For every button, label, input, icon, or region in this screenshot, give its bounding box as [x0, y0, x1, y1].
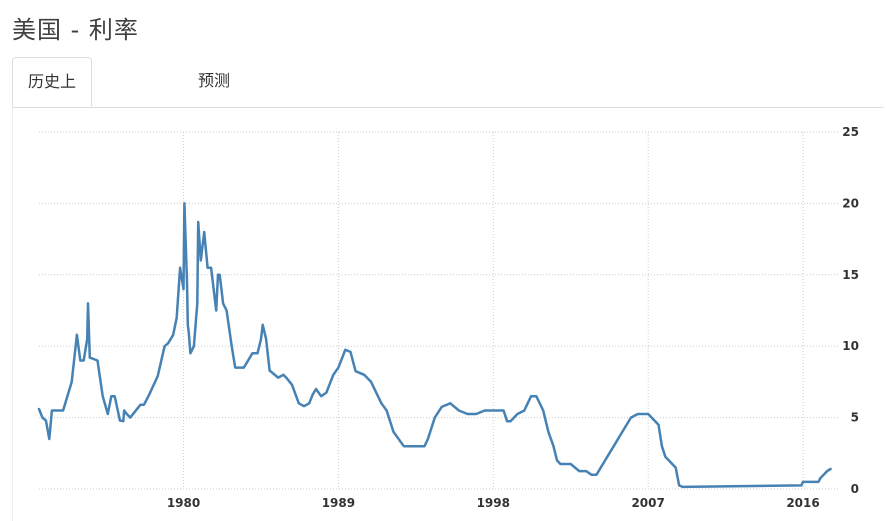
- interest-rate-chart: 0 5 10 15 20 25 1980 1989 1998 2007 2016: [37, 125, 859, 510]
- x-tick-label: 2007: [631, 496, 664, 510]
- x-tick-label: 1980: [167, 496, 200, 510]
- tick-label-layer: 0 5 10 15 20 25 1980 1989 1998 2007 2016: [167, 125, 859, 510]
- tab-historical[interactable]: 历史上: [12, 57, 92, 107]
- tab-forecast[interactable]: 预测: [198, 71, 231, 90]
- interest-rate-line: [37, 202, 832, 489]
- y-tick-label: 0: [851, 482, 859, 496]
- grid-layer: [39, 131, 838, 490]
- x-tick-label: 2016: [786, 496, 819, 510]
- y-tick-label: 5: [851, 411, 859, 425]
- y-tick-label: 20: [842, 196, 859, 210]
- x-tick-label: 1989: [322, 496, 355, 510]
- y-tick-label: 15: [842, 268, 859, 282]
- chart-container: 0 5 10 15 20 25 1980 1989 1998 2007 2016: [12, 108, 885, 521]
- x-tick-label: 1998: [477, 496, 510, 510]
- page-title: 美国 - 利率: [12, 16, 139, 44]
- y-tick-label: 10: [842, 339, 859, 353]
- y-tick-label: 25: [842, 125, 859, 139]
- tab-bar: 历史上 预测: [12, 57, 884, 108]
- series-layer: [37, 202, 832, 489]
